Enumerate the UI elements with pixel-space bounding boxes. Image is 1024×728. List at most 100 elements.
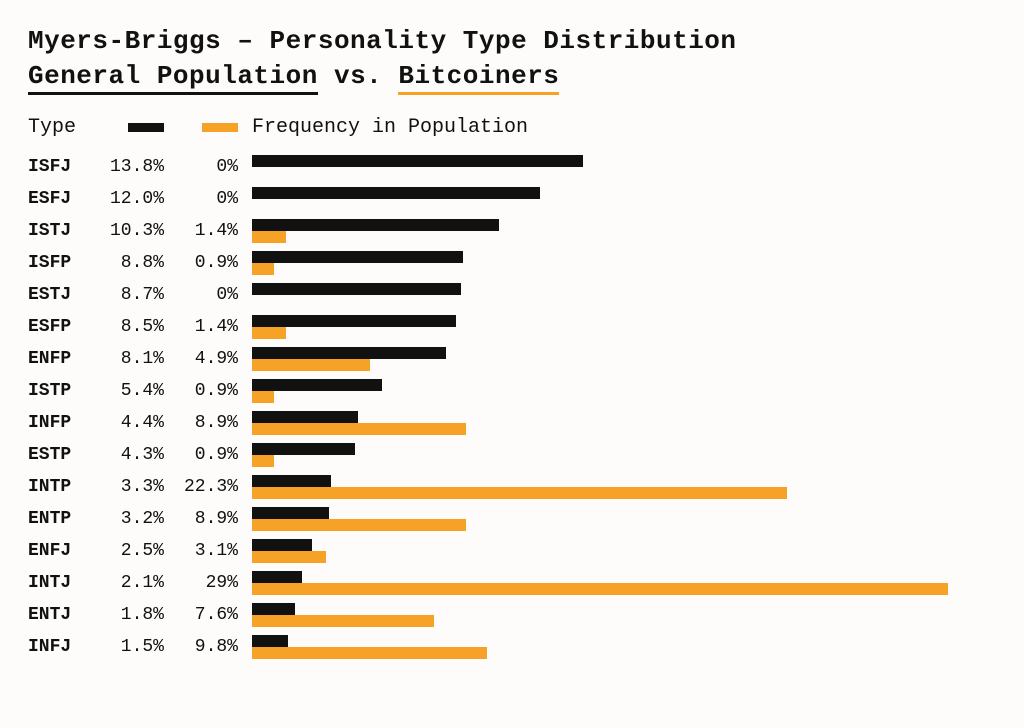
row-value-general: 8.5%: [90, 317, 164, 337]
row-type-label: ESTJ: [28, 285, 90, 305]
chart-row: ISFP8.8%0.9%: [28, 247, 996, 279]
row-value-general: 10.3%: [90, 221, 164, 241]
row-type-label: ESFP: [28, 317, 90, 337]
row-type-label: INFJ: [28, 637, 90, 657]
row-type-label: ISTJ: [28, 221, 90, 241]
row-bars: [238, 346, 996, 372]
row-value-bitcoiners: 1.4%: [164, 221, 238, 241]
row-value-bitcoiners: 1.4%: [164, 317, 238, 337]
bar-bitcoiners: [252, 583, 948, 595]
chart-title-group-a: General Population: [28, 61, 318, 95]
chart-row: ENTJ1.8%7.6%: [28, 599, 996, 631]
row-type-label: ESFJ: [28, 189, 90, 209]
bar-bitcoiners: [252, 391, 274, 403]
row-value-bitcoiners: 0.9%: [164, 381, 238, 401]
row-bars: [238, 506, 996, 532]
row-value-general: 1.5%: [90, 637, 164, 657]
row-value-general: 5.4%: [90, 381, 164, 401]
bar-bitcoiners: [252, 519, 466, 531]
row-bars: [238, 154, 996, 180]
bar-general: [252, 347, 446, 359]
chart-row: INFJ1.5%9.8%: [28, 631, 996, 663]
chart-title-vs: vs.: [318, 61, 399, 91]
row-type-label: ENFJ: [28, 541, 90, 561]
chart-title-line1: Myers-Briggs – Personality Type Distribu…: [28, 24, 996, 59]
row-bars: [238, 314, 996, 340]
row-type-label: INFP: [28, 413, 90, 433]
bar-bitcoiners: [252, 455, 274, 467]
row-value-general: 2.1%: [90, 573, 164, 593]
row-value-bitcoiners: 0%: [164, 285, 238, 305]
bar-bitcoiners: [252, 231, 286, 243]
row-value-general: 4.3%: [90, 445, 164, 465]
row-bars: [238, 378, 996, 404]
row-bars: [238, 442, 996, 468]
row-type-label: ENTJ: [28, 605, 90, 625]
bar-general: [252, 443, 355, 455]
row-value-general: 8.8%: [90, 253, 164, 273]
row-bars: [238, 410, 996, 436]
row-value-general: 13.8%: [90, 157, 164, 177]
row-value-general: 3.2%: [90, 509, 164, 529]
bar-bitcoiners: [252, 327, 286, 339]
bar-general: [252, 539, 312, 551]
bar-general: [252, 475, 331, 487]
chart-title-line2: General Population vs. Bitcoiners: [28, 59, 996, 94]
row-value-general: 8.1%: [90, 349, 164, 369]
bar-bitcoiners: [252, 551, 326, 563]
bar-general: [252, 603, 295, 615]
row-value-bitcoiners: 9.8%: [164, 637, 238, 657]
row-value-bitcoiners: 4.9%: [164, 349, 238, 369]
legend-swatch-b: [164, 123, 238, 132]
chart-row: ENFJ2.5%3.1%: [28, 535, 996, 567]
row-value-bitcoiners: 29%: [164, 573, 238, 593]
row-value-general: 2.5%: [90, 541, 164, 561]
row-value-bitcoiners: 3.1%: [164, 541, 238, 561]
bar-general: [252, 219, 499, 231]
bar-bitcoiners: [252, 359, 370, 371]
chart-title: Myers-Briggs – Personality Type Distribu…: [28, 24, 996, 94]
bar-general: [252, 251, 463, 263]
row-type-label: INTP: [28, 477, 90, 497]
row-type-label: INTJ: [28, 573, 90, 593]
legend-swatch-a: [90, 123, 164, 132]
chart-row: INTP3.3%22.3%: [28, 471, 996, 503]
row-value-general: 4.4%: [90, 413, 164, 433]
row-value-bitcoiners: 0.9%: [164, 253, 238, 273]
bar-bitcoiners: [252, 615, 434, 627]
row-value-bitcoiners: 0%: [164, 157, 238, 177]
row-value-bitcoiners: 22.3%: [164, 477, 238, 497]
row-bars: [238, 250, 996, 276]
row-value-general: 1.8%: [90, 605, 164, 625]
legend-swatch-a-box: [128, 123, 164, 132]
bar-bitcoiners: [252, 423, 466, 435]
chart-row: ISFJ13.8%0%: [28, 151, 996, 183]
chart-row: ISTJ10.3%1.4%: [28, 215, 996, 247]
row-value-general: 3.3%: [90, 477, 164, 497]
row-bars: [238, 602, 996, 628]
chart-row: ESFJ12.0%0%: [28, 183, 996, 215]
chart-row: ENTP3.2%8.9%: [28, 503, 996, 535]
chart-row: ESFP8.5%1.4%: [28, 311, 996, 343]
row-value-general: 12.0%: [90, 189, 164, 209]
chart-row: ENFP8.1%4.9%: [28, 343, 996, 375]
chart-header-row: Type Frequency in Population: [28, 116, 996, 139]
bar-general: [252, 571, 302, 583]
row-bars: [238, 218, 996, 244]
col-header-frequency: Frequency in Population: [238, 116, 996, 139]
row-bars: [238, 474, 996, 500]
row-type-label: ENTP: [28, 509, 90, 529]
row-type-label: ISFP: [28, 253, 90, 273]
chart-rows: ISFJ13.8%0%ESFJ12.0%0%ISTJ10.3%1.4%ISFP8…: [28, 151, 996, 663]
row-value-bitcoiners: 7.6%: [164, 605, 238, 625]
row-bars: [238, 538, 996, 564]
chart-title-group-b: Bitcoiners: [398, 61, 559, 95]
bar-bitcoiners: [252, 263, 274, 275]
chart-row: ESTJ8.7%0%: [28, 279, 996, 311]
chart-row: INTJ2.1%29%: [28, 567, 996, 599]
col-header-type: Type: [28, 116, 90, 139]
row-type-label: ESTP: [28, 445, 90, 465]
chart-row: ISTP5.4%0.9%: [28, 375, 996, 407]
bar-general: [252, 379, 382, 391]
bar-bitcoiners: [252, 647, 487, 659]
